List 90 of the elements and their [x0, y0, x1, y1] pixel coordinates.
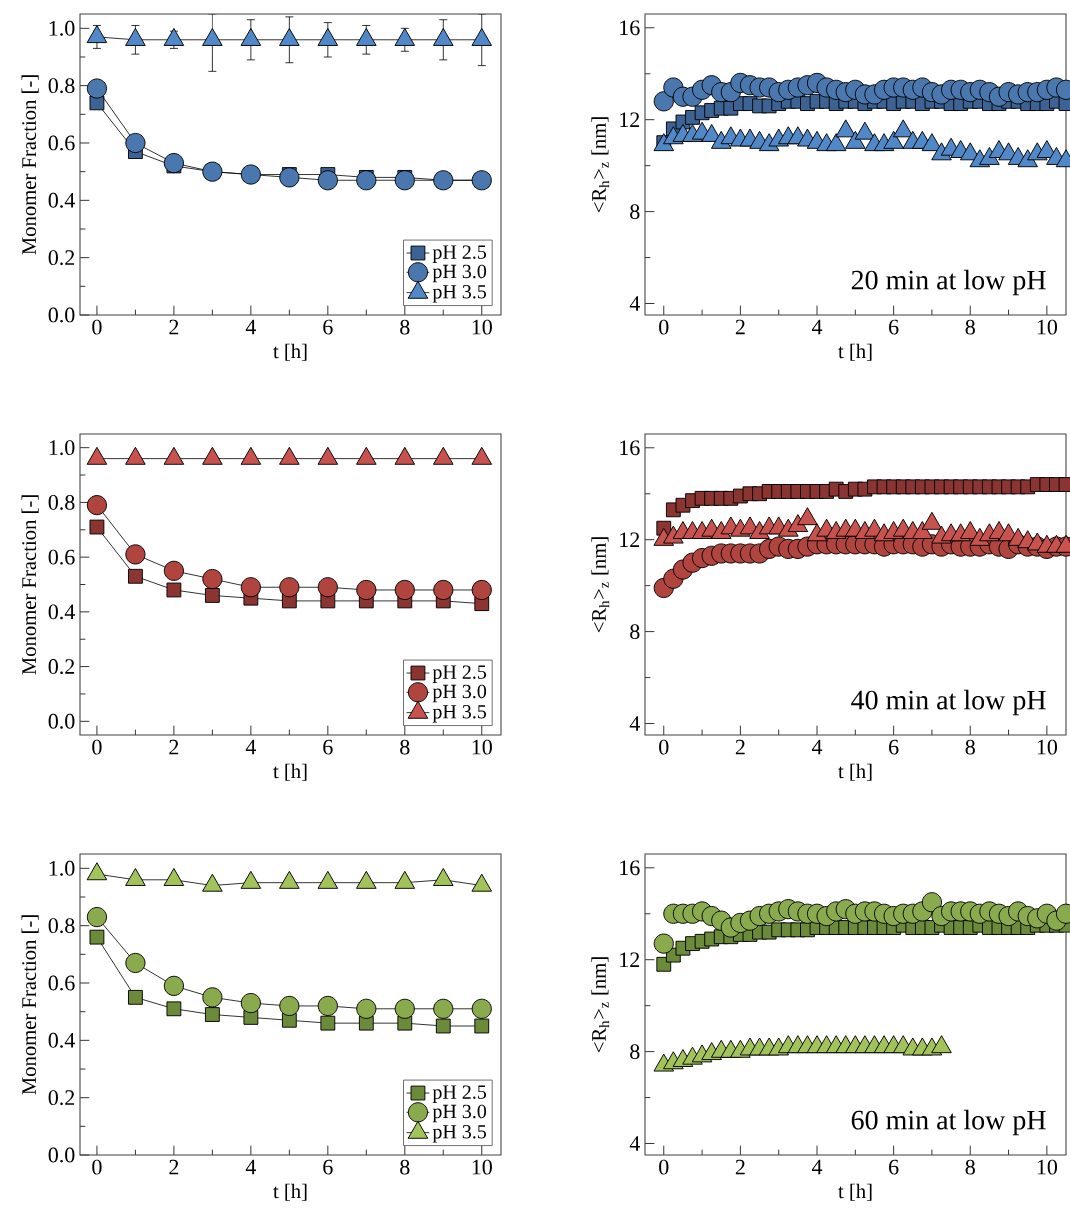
y-tick-label: 0.4	[48, 604, 75, 620]
legend-label: pH 2.5	[432, 1085, 487, 1103]
x-tick-label: 6	[323, 1159, 333, 1175]
y-tick-label: 12	[620, 952, 640, 967]
x-tick-label: 6	[889, 1159, 899, 1175]
y-tick-label: 16	[620, 20, 640, 36]
y-tick-label: 0.0	[48, 713, 75, 729]
x-tick-label: 6	[889, 319, 899, 335]
y-tick-label: 1.0	[49, 860, 75, 876]
y-tick-label: 0.6	[48, 975, 75, 991]
annotation: 40 min at low pH	[851, 689, 1046, 716]
x-tick-label: 0	[92, 319, 102, 335]
legend-label: pH 2.5	[432, 665, 487, 683]
y-tick-label: 0.4	[48, 192, 75, 208]
x-tick-label: 10	[472, 1159, 492, 1175]
x-tick-label: 4	[811, 1159, 823, 1175]
x-tick-label: 0	[659, 739, 669, 755]
x-tick-label: 2	[735, 319, 745, 335]
x-tick-label: 2	[735, 1159, 745, 1175]
y-tick-label: 0.0	[48, 307, 75, 323]
legend-label: pH 2.5	[432, 245, 487, 263]
legend-label: pH 3.5	[432, 1125, 487, 1143]
x-tick-label: 8	[965, 1159, 975, 1175]
legend-label: pH 3.5	[432, 705, 487, 723]
y-tick-label: 8	[630, 1044, 640, 1060]
x-tick-label: 2	[735, 739, 745, 755]
y-tick-label: 1.0	[49, 20, 75, 36]
y-tick-label: 4	[629, 1136, 640, 1151]
x-tick-label: 10	[1037, 739, 1058, 755]
legend-label: pH 3.0	[432, 684, 487, 703]
x-tick-label: 10	[1037, 1159, 1058, 1175]
y-tick-label: 16	[620, 440, 640, 456]
x-tick-label: 6	[323, 739, 333, 755]
y-tick-label: 0.6	[48, 135, 75, 151]
y-axis-title: Monomer Fraction [-]	[21, 915, 39, 1095]
x-tick-label: 8	[965, 739, 975, 755]
x-axis-title: t [h]	[838, 763, 872, 781]
x-tick-label: 2	[169, 319, 179, 335]
x-tick-label: 10	[472, 739, 492, 755]
y-tick-label: 0.2	[48, 250, 75, 266]
x-tick-label: 4	[245, 319, 257, 335]
x-axis-title: t [h]	[838, 343, 872, 361]
y-axis-title: <R$_{h}$>$_{z}$ [nm]	[591, 957, 610, 1053]
y-tick-label: 8	[630, 624, 640, 640]
y-tick-label: 8	[630, 204, 640, 220]
y-axis-title: <R$_{h}$>$_{z}$ [nm]	[591, 117, 610, 213]
y-tick-label: 0.8	[48, 78, 75, 94]
x-tick-label: 0	[659, 1159, 669, 1175]
x-tick-label: 6	[889, 739, 899, 755]
y-tick-label: 0.2	[48, 1090, 75, 1106]
y-tick-label: 0.0	[48, 1147, 75, 1163]
y-tick-label: 12	[620, 532, 640, 547]
x-tick-label: 10	[472, 319, 492, 335]
y-tick-label: 0.8	[48, 918, 75, 934]
x-tick-label: 8	[965, 319, 975, 335]
x-tick-label: 2	[169, 1159, 179, 1175]
x-tick-label: 2	[169, 739, 179, 755]
y-tick-label: 0.2	[48, 659, 75, 675]
x-tick-label: 0	[92, 739, 102, 755]
x-axis-title: t [h]	[273, 343, 307, 361]
y-tick-label: 12	[620, 112, 640, 127]
x-tick-label: 4	[811, 319, 823, 335]
legend-label: pH 3.0	[432, 1104, 487, 1123]
y-tick-label: 0.6	[48, 549, 75, 565]
x-tick-label: 8	[400, 739, 410, 755]
y-tick-label: 0.8	[48, 494, 75, 510]
x-tick-label: 0	[92, 1159, 102, 1175]
y-axis-title: Monomer Fraction [-]	[21, 75, 39, 255]
legend-label: pH 3.5	[432, 285, 487, 303]
y-tick-label: 4	[629, 296, 640, 311]
y-tick-label: 1.0	[49, 440, 75, 456]
y-tick-label: 0.4	[48, 1032, 75, 1048]
x-axis-title: t [h]	[273, 763, 307, 781]
x-tick-label: 4	[811, 739, 823, 755]
x-tick-label: 4	[245, 1159, 257, 1175]
y-axis-title: Monomer Fraction [-]	[21, 495, 39, 675]
x-tick-label: 10	[1037, 319, 1058, 335]
x-axis-title: t [h]	[273, 1183, 307, 1201]
x-tick-label: 8	[400, 319, 410, 335]
x-tick-label: 6	[323, 319, 333, 335]
x-axis-title: t [h]	[838, 1183, 872, 1201]
y-tick-label: 16	[620, 860, 640, 876]
x-tick-label: 4	[245, 739, 257, 755]
x-tick-label: 8	[400, 1159, 410, 1175]
y-axis-title: <R$_{h}$>$_{z}$ [nm]	[591, 537, 610, 633]
annotation: 60 min at low pH	[851, 1109, 1046, 1136]
x-tick-label: 0	[659, 319, 669, 335]
annotation: 20 min at low pH	[851, 269, 1046, 296]
legend-label: pH 3.0	[432, 264, 487, 283]
y-tick-label: 4	[629, 716, 640, 731]
